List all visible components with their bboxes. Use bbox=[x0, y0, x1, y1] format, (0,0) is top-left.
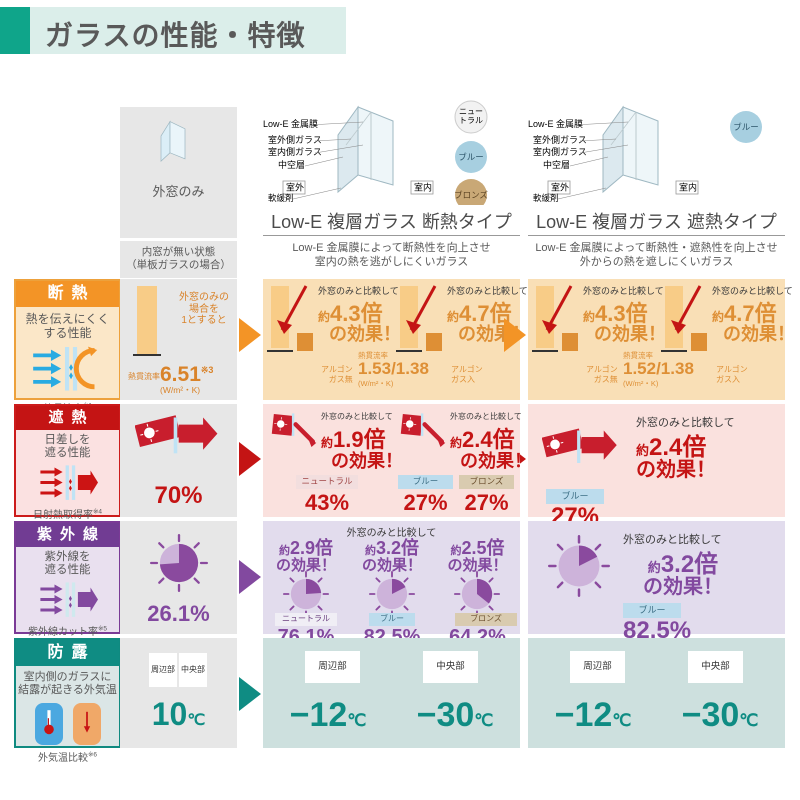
svg-text:軟緩剤: 軟緩剤 bbox=[533, 193, 559, 203]
svg-text:ブルー: ブルー bbox=[458, 152, 484, 162]
svg-text:Low-E 金属膜: Low-E 金属膜 bbox=[528, 118, 583, 129]
svg-text:中空層: 中空層 bbox=[543, 159, 570, 170]
svg-text:室外側ガラス: 室外側ガラス bbox=[268, 134, 322, 145]
svg-text:ブロンズ: ブロンズ bbox=[454, 190, 488, 200]
svg-text:中空層: 中空層 bbox=[278, 159, 305, 170]
svg-text:室外側ガラス: 室外側ガラス bbox=[533, 134, 587, 145]
svg-text:室外: 室外 bbox=[551, 182, 569, 193]
svg-text:軟緩剤: 軟緩剤 bbox=[268, 193, 294, 203]
svg-text:室内側ガラス: 室内側ガラス bbox=[268, 146, 322, 157]
svg-text:トラル: トラル bbox=[459, 116, 483, 125]
svg-text:室内: 室内 bbox=[414, 182, 432, 193]
svg-text:ニュー: ニュー bbox=[459, 107, 483, 116]
svg-text:室外: 室外 bbox=[286, 182, 304, 193]
svg-text:Low-E 金属膜: Low-E 金属膜 bbox=[263, 118, 318, 129]
svg-text:室内側ガラス: 室内側ガラス bbox=[533, 146, 587, 157]
svg-text:室内: 室内 bbox=[679, 182, 697, 193]
svg-text:ブルー: ブルー bbox=[733, 122, 759, 132]
